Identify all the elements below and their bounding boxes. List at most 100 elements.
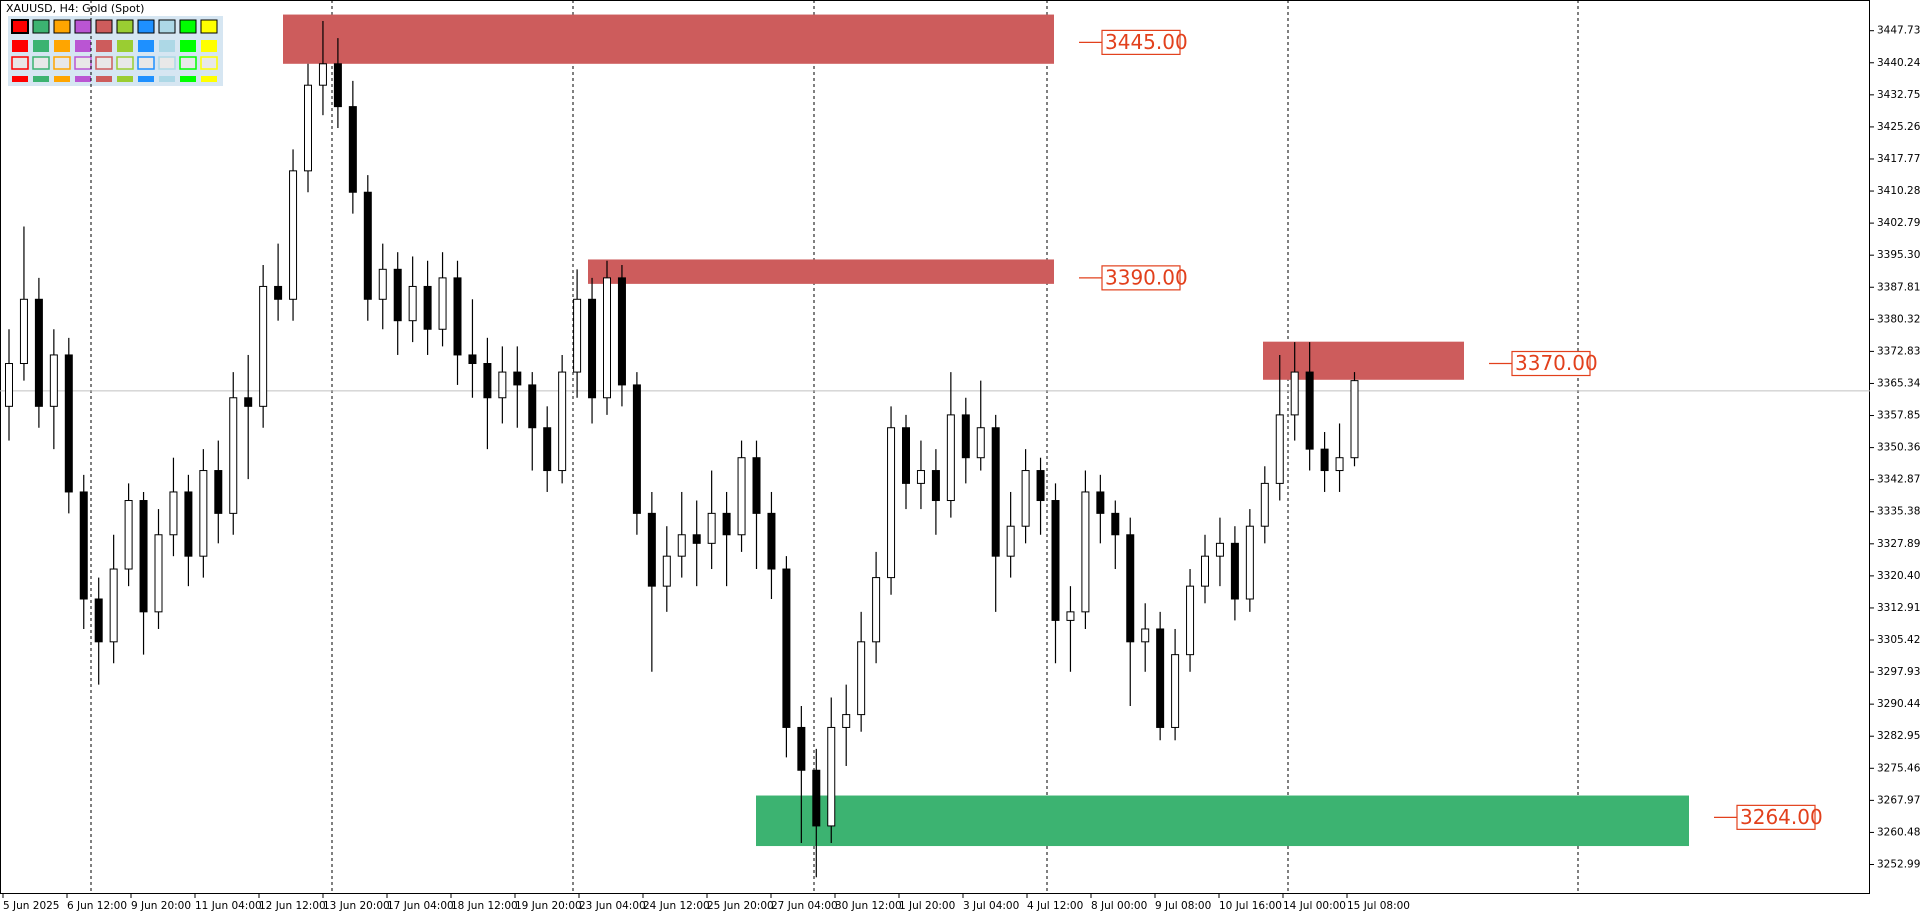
candle-body — [1320, 448, 1329, 472]
palette-swatch — [117, 76, 133, 82]
candle-body — [304, 84, 312, 172]
palette-swatch — [158, 19, 176, 34]
y-tick-label: 3440.24 — [1877, 57, 1920, 69]
candle-body — [887, 427, 896, 579]
candle-body — [64, 354, 73, 493]
zone — [283, 14, 1054, 64]
x-tick-label: 3 Jul 04:00 — [963, 900, 1019, 912]
palette-swatch — [180, 76, 196, 82]
candle-body — [1350, 380, 1359, 459]
candle-body — [408, 285, 417, 322]
candle-body — [1171, 654, 1180, 728]
candle-body — [184, 491, 193, 557]
y-tick-label: 3395.30 — [1877, 249, 1920, 261]
candle-body — [438, 277, 447, 330]
candle-body — [199, 470, 208, 557]
candle-body — [393, 268, 402, 322]
palette-swatch — [95, 56, 113, 70]
candle-body — [49, 354, 58, 407]
candle-body — [737, 457, 746, 536]
palette-swatch — [32, 56, 50, 70]
x-tick-label: 30 Jun 12:00 — [835, 900, 902, 912]
palette-swatch — [159, 40, 175, 52]
x-tick-label: 12 Jun 12:00 — [259, 900, 326, 912]
x-tick-label: 4 Jul 12:00 — [1027, 900, 1083, 912]
zone-label-box — [1736, 804, 1816, 830]
candle-body — [767, 512, 776, 570]
palette-swatch — [75, 76, 91, 82]
candle-body — [139, 500, 148, 613]
candle-body — [483, 363, 492, 399]
y-tick-label: 3372.83 — [1877, 345, 1920, 357]
palette-swatch — [138, 76, 154, 82]
candle-body — [558, 371, 567, 472]
x-tick-label: 8 Jul 00:00 — [1091, 900, 1147, 912]
zone-label-box — [1101, 29, 1181, 55]
candle-body — [1335, 457, 1344, 472]
y-tick-label: 3305.42 — [1877, 634, 1920, 646]
candle-body — [498, 371, 507, 399]
x-tick-label: 10 Jul 16:00 — [1219, 900, 1282, 912]
palette-swatch — [200, 56, 218, 70]
candle-body — [1186, 585, 1195, 656]
palette-swatch — [137, 19, 155, 34]
candle-body — [274, 285, 283, 300]
y-tick-label: 3327.89 — [1877, 538, 1920, 550]
candle-body — [603, 277, 611, 399]
palette-swatch — [33, 76, 49, 82]
x-tick-label: 18 Jun 12:00 — [451, 900, 518, 912]
y-tick-label: 3320.40 — [1877, 570, 1920, 582]
candle-body — [961, 414, 970, 459]
candle-body — [513, 371, 522, 386]
x-tick-label: 27 Jun 04:00 — [771, 900, 838, 912]
candle-body — [423, 285, 432, 330]
y-tick-label: 3282.95 — [1877, 730, 1920, 742]
y-tick-label: 3267.97 — [1877, 794, 1920, 806]
x-tick-label: 14 Jul 00:00 — [1283, 900, 1346, 912]
palette-swatch — [75, 40, 91, 52]
candle-body — [782, 568, 791, 728]
palette-swatch — [12, 40, 28, 52]
y-tick-label: 3357.85 — [1877, 410, 1920, 422]
candle-body — [872, 577, 881, 643]
zone — [588, 259, 1054, 284]
candle-body — [797, 726, 806, 771]
candle-body — [1260, 482, 1269, 527]
y-tick-label: 3290.44 — [1877, 698, 1920, 710]
palette-swatch — [159, 76, 175, 82]
y-tick-label: 3380.32 — [1877, 313, 1920, 325]
color-palette — [8, 16, 223, 86]
candle-body — [1051, 500, 1060, 621]
candle-body — [902, 427, 910, 484]
y-tick-label: 3402.79 — [1877, 217, 1920, 229]
candle-body — [5, 363, 13, 407]
candle-body — [722, 512, 731, 536]
candle-body — [289, 170, 298, 300]
candle-body — [662, 555, 671, 587]
x-tick-label: 24 Jun 12:00 — [643, 900, 710, 912]
palette-swatch — [11, 56, 29, 70]
y-tick-label: 3410.28 — [1877, 185, 1920, 197]
candle-body — [363, 191, 372, 300]
candle-body — [1006, 525, 1015, 557]
zone — [756, 795, 1689, 847]
candle-body — [1021, 470, 1030, 527]
palette-swatch — [138, 40, 154, 52]
y-tick-label: 3365.34 — [1877, 377, 1920, 389]
candle-body — [348, 106, 357, 193]
x-tick-label: 15 Jul 08:00 — [1347, 900, 1410, 912]
y-tick-label: 3447.73 — [1877, 25, 1920, 37]
palette-swatch — [200, 19, 218, 34]
y-tick-label: 3432.75 — [1877, 89, 1920, 101]
candle-body — [1290, 371, 1299, 416]
palette-swatch — [201, 40, 217, 52]
palette-swatch — [158, 56, 176, 70]
x-tick-label: 17 Jun 04:00 — [387, 900, 454, 912]
candle-body — [19, 298, 28, 365]
candle-body — [827, 726, 836, 827]
candle-body — [79, 491, 88, 600]
zone-label-box — [1511, 350, 1591, 377]
candle-body — [1036, 470, 1045, 502]
candle-body — [318, 63, 327, 86]
